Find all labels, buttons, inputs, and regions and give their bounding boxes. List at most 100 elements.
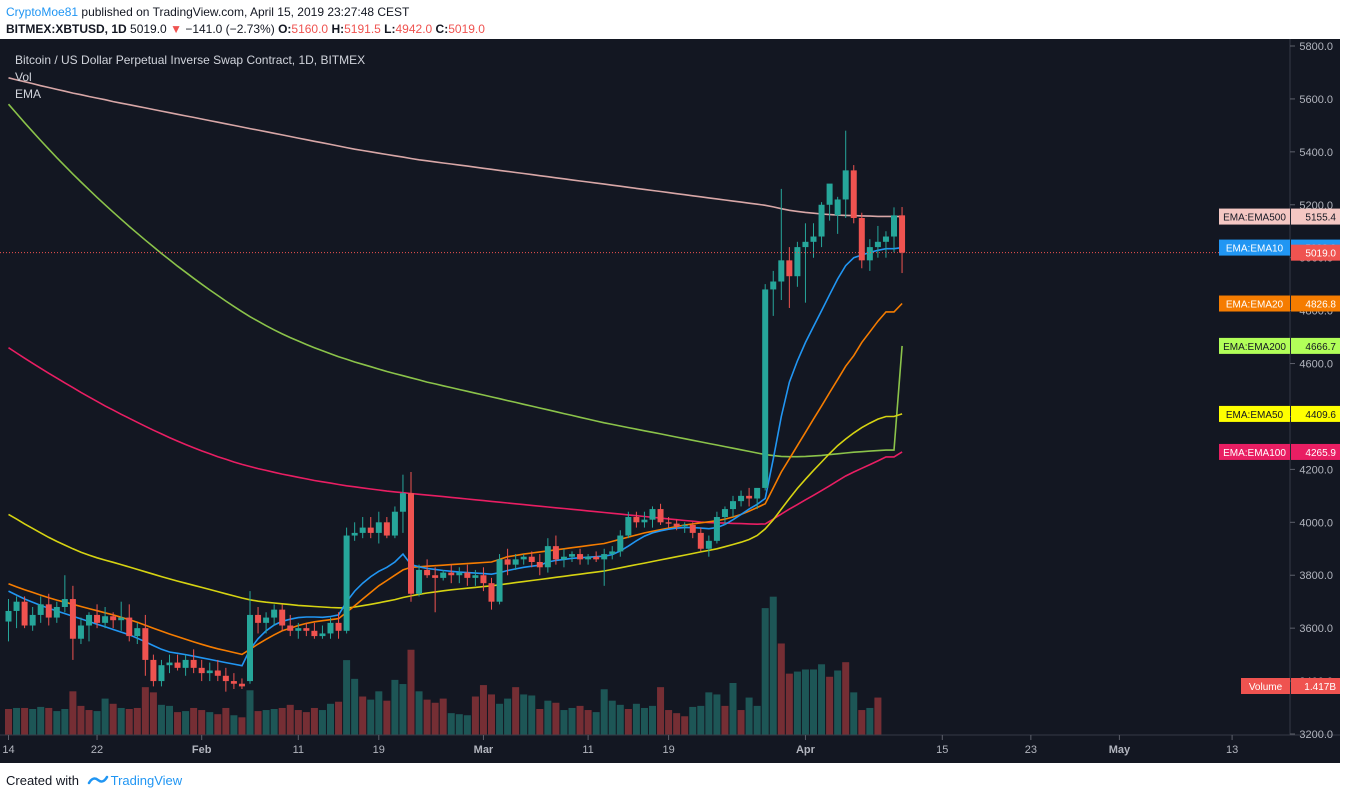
candle-body [770, 281, 777, 290]
candle-body [713, 517, 720, 541]
volume-bar [592, 712, 600, 735]
volume-bar [721, 705, 729, 735]
legend-vol[interactable]: Vol [15, 70, 32, 84]
volume-bar [632, 703, 640, 735]
volume-bar [769, 596, 777, 735]
time-tick-label: 22 [91, 744, 103, 756]
candle-body [255, 614, 262, 623]
ema-name-badge [1219, 405, 1290, 422]
open-value: 5160.0 [291, 22, 329, 36]
tradingview-brand-link[interactable]: TradingView [110, 773, 183, 788]
candle-body [834, 199, 841, 216]
ema-value-badge [1291, 443, 1340, 460]
volume-bar [657, 687, 665, 735]
volume-bar [69, 691, 77, 735]
candle-body [238, 683, 245, 687]
high-label: H: [331, 22, 345, 36]
candle-body [882, 236, 889, 242]
volume-bar [681, 716, 689, 735]
candle-body [21, 601, 28, 626]
ema-line [8, 77, 903, 218]
time-tick-label: 15 [936, 744, 948, 756]
volume-bar [447, 713, 455, 735]
candle-body [593, 556, 600, 560]
candle-body [102, 616, 109, 623]
volume-bar [479, 685, 487, 735]
candles [5, 130, 906, 692]
ema-name-text: EMA:EMA100 [1223, 448, 1286, 459]
volume-bar [834, 670, 842, 735]
candle-body [424, 569, 431, 576]
volume-bar [850, 692, 858, 735]
candle-body [601, 554, 608, 560]
candle-body [512, 559, 519, 565]
chart-panel[interactable]: 3200.03400.03600.03800.04000.04200.04400… [0, 39, 1340, 763]
ema-value-badge [1291, 337, 1340, 354]
candle-body [118, 617, 125, 621]
volume-bar [576, 705, 584, 735]
candle-body [150, 659, 157, 682]
candle-body [480, 575, 487, 584]
candle-body [351, 532, 358, 536]
low-label: L: [384, 22, 396, 36]
volume-bar [810, 669, 817, 735]
candle-body [472, 575, 479, 578]
volume-bar [278, 707, 286, 735]
time-tick-label: May [1109, 744, 1131, 756]
time-tick-label: 19 [662, 744, 674, 756]
volume-bar [729, 683, 737, 735]
candle-body [448, 572, 455, 576]
candle-body [633, 517, 640, 523]
volume-bar [391, 679, 399, 735]
candle-body [5, 610, 12, 622]
candle-body [94, 614, 101, 623]
volume-bar [53, 711, 61, 735]
price-chart[interactable]: 3200.03400.03600.03800.04000.04200.04400… [0, 39, 1340, 763]
candle-body [53, 606, 60, 618]
volume-bar [528, 695, 536, 735]
candle-body [263, 617, 270, 623]
candle-body [408, 493, 414, 594]
candle-body [383, 522, 390, 536]
time-tick-label: Apr [796, 744, 816, 756]
created-with-label: Created with [6, 773, 79, 788]
volume-bar [818, 664, 826, 735]
price-change: −141.0 (−2.73%) [185, 22, 275, 36]
candle-body [649, 509, 656, 520]
publication-header: CryptoMoe81 published on TradingView.com… [0, 0, 1348, 40]
author-link[interactable]: CryptoMoe81 [6, 5, 79, 19]
volume-bar [874, 697, 882, 735]
volume-bar [302, 712, 310, 735]
candle-body [247, 614, 253, 682]
tradingview-logo-icon [87, 774, 109, 789]
volume-bar [254, 711, 262, 735]
candle-body [287, 625, 294, 631]
volume-bar [640, 707, 648, 735]
candle-body [899, 215, 906, 253]
volume-bar [407, 649, 415, 735]
candle-body [166, 662, 173, 666]
volume-bar [665, 710, 673, 735]
candle-body [69, 599, 76, 639]
candle-body [29, 614, 36, 626]
candle-body [279, 609, 286, 626]
volume-bar [5, 709, 12, 735]
time-axis[interactable]: 14 22 Feb 11 19 Mar 11 19 Apr 15 23 May 13 [2, 735, 1238, 756]
ema-name-badge [1219, 239, 1290, 256]
ema-value-text: 4666.7 [1305, 342, 1336, 353]
price-labels: EMA:EMA5005155.4EMA:EMA105038.2EMA:EMA20… [1219, 208, 1340, 694]
candle-body [520, 556, 527, 560]
volume-bar [375, 691, 383, 735]
volume-bar [649, 705, 656, 735]
candle-body [327, 622, 334, 634]
price-tick-label: 3800.0 [1299, 570, 1333, 582]
candle-body [359, 527, 366, 533]
legend-ema[interactable]: EMA [15, 87, 41, 101]
ema-name-badge [1219, 295, 1290, 312]
volume-bar [463, 715, 471, 735]
price-tick-label: 4600.0 [1299, 359, 1333, 371]
candle-body [432, 575, 439, 578]
publication-line: CryptoMoe81 published on TradingView.com… [6, 5, 409, 19]
volume-bar [286, 704, 294, 735]
candle-body [778, 260, 785, 282]
